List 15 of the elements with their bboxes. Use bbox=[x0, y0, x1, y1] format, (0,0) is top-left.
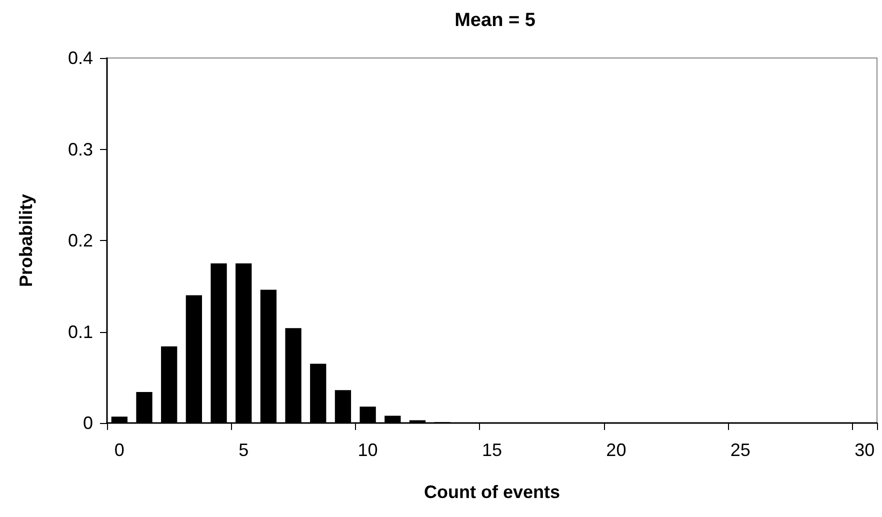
x-tick-label: 0 bbox=[114, 440, 124, 460]
x-tick-label: 10 bbox=[358, 440, 378, 460]
y-tick-label: 0.1 bbox=[68, 322, 93, 342]
x-tick-label: 25 bbox=[730, 440, 750, 460]
x-axis-title: Count of events bbox=[424, 482, 560, 502]
chart-title: Mean = 5 bbox=[454, 10, 536, 31]
y-tick-label: 0.4 bbox=[68, 48, 93, 68]
x-tick-label: 20 bbox=[606, 440, 626, 460]
x-tick-label: 15 bbox=[482, 440, 502, 460]
x-tick-label: 5 bbox=[238, 440, 249, 460]
x-tick-label: 30 bbox=[854, 440, 875, 460]
y-tick-label: 0.3 bbox=[68, 139, 93, 160]
y-axis-title: Probability bbox=[16, 194, 36, 288]
y-tick-label: 0 bbox=[82, 413, 93, 433]
y-tick-label: 0.2 bbox=[68, 230, 93, 250]
